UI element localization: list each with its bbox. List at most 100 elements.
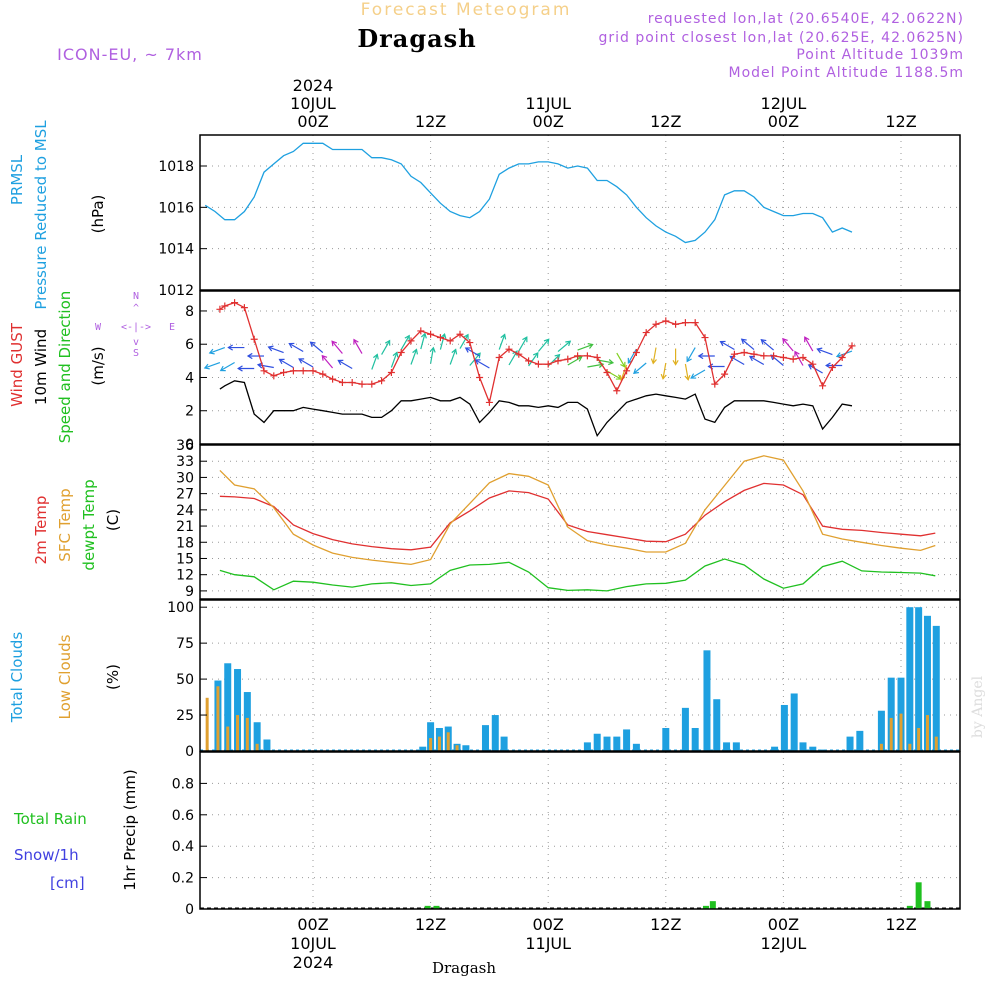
total-clouds-bar [603,736,611,751]
wind-barb-head [543,338,550,345]
wind-gust-marker [632,349,640,357]
clouds-panel: 0 25 50 75 100 Total Clouds Low Clouds (%) b… [8,599,986,760]
wind-barb [508,350,518,366]
wind-barb [528,352,539,367]
total-clouds-bar [780,704,788,751]
wind-barb [627,348,637,364]
y-tick-label: 0.6 [172,808,194,824]
temp-2m-line [219,482,936,551]
wind-gust-marker [809,360,817,368]
wind-barb-head [298,358,305,364]
low-clouds-bar [255,743,259,751]
wind-barb-head [660,373,667,380]
precip-unit: 1hr Precip (mm) [121,769,139,890]
y-tick-label: 21 [176,519,194,535]
y-tick-label: 1016 [158,200,194,216]
wind-gust-marker [564,355,572,363]
wind-gust-marker [221,302,229,310]
wind-gust-marker [231,299,239,307]
point-altitude: Point Altitude 1039m [796,47,964,63]
wind-barb-head [321,354,328,361]
wind-barb-head [576,356,583,362]
wind-gust-marker [387,368,395,376]
wind-barb [410,349,418,365]
wind-gust-marker [613,387,621,395]
wind-gust-marker [250,335,258,343]
compass-arrow-down: v [133,337,139,348]
wind-gust-marker [495,354,503,362]
temp-sfc-line [219,455,936,566]
wind-gust-marker [427,330,435,338]
wind-barb [371,354,378,370]
wind-gust-marker [750,350,758,358]
wind-gust-marker [260,367,268,375]
wind-gust-marker [730,350,738,358]
top-time-label: 12JUL [761,94,807,113]
wind-barb [439,333,446,350]
low-clouds-bar [455,745,459,751]
wind-gust-marker [407,337,415,345]
y-tick-label: 0 [185,744,194,760]
precip-y-axis: 0 0.2 0.4 0.6 0.8 [172,776,207,918]
low-clouds-bar [899,713,903,751]
precip-frame [199,751,961,910]
total-clouds-bar [491,715,499,751]
wind-gust-marker [740,349,748,357]
top-time-label: 2024 [293,76,334,95]
clouds-frame [199,599,961,752]
wind-barb [518,336,528,352]
wind-barb-head [532,351,539,358]
low-clouds-bar [917,727,921,751]
y-tick-label: 1012 [158,283,194,299]
wind-barb-head [451,348,458,355]
y-tick-label: 8 [185,304,194,320]
total-clouds-bar [932,625,940,751]
pressure-panel: 1012 1014 1016 1018 PRMSL Pressure Reduced … [8,120,961,310]
wind-gust-marker [760,352,768,360]
rain-bar [915,882,922,909]
precip-panel: 0 0.2 0.4 0.6 0.8 Total Rain Snow/1h [cm] 1h… [13,751,961,918]
low-clouds-label: Low Clouds [56,634,74,719]
wind-gust-marker [838,354,846,362]
wind-gust-marker [329,375,337,383]
wind-gust-marker [417,327,425,335]
wind-barb-head [620,361,626,368]
total-clouds-bar [723,742,731,751]
total-clouds-bar [462,745,470,751]
temperature-frame [199,444,961,600]
y-tick-label: 33 [176,454,194,470]
model-label: ICON-EU, ~ 7km [57,45,203,64]
wind-barb-head [794,350,800,357]
footer-station: Dragash [432,959,496,977]
total-clouds-bar [623,729,631,751]
top-time-label: 12Z [650,112,681,131]
wind-barb [310,341,324,353]
total-clouds-bar [593,733,601,751]
rain-bar [709,901,716,909]
wind-barb [741,338,755,350]
wind-barb-head [208,348,215,355]
author-watermark: by Angel [970,675,986,738]
wind-gust-marker [652,320,660,328]
wind-gust-marker [623,367,631,375]
wind-barb-head [440,332,447,340]
top-time-label: 10JUL [290,94,336,113]
temp-dewpt-line [219,558,936,592]
wind-barb [204,361,221,369]
wind-grid [200,291,960,444]
rain-bar [906,905,913,909]
wind-gust-marker [721,370,729,378]
wind-gust-marker [662,317,670,325]
total-clouds-bar [234,669,242,751]
wind-gust-marker [466,339,474,347]
wind-barb-head [565,340,572,347]
wind-gust-marker [534,360,542,368]
wind-barb [400,335,410,350]
wind-barb [475,359,490,369]
wind-barb [331,340,343,354]
total-clouds-bar [809,746,817,751]
total-clouds-bar [703,650,711,751]
compass-north: N [133,291,139,302]
